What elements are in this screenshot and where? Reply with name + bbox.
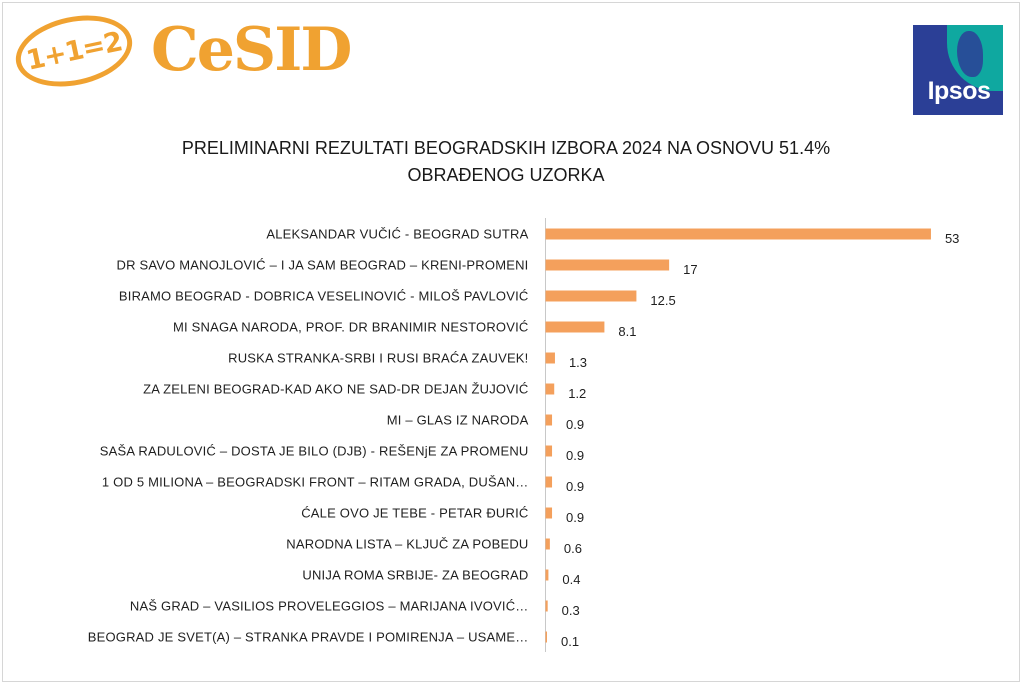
category-label: BIRAMO BEOGRAD - DOBRICA VESELINOVIĆ - M… [119, 289, 529, 304]
bar [545, 352, 555, 364]
data-label: 1.2 [568, 386, 586, 401]
category-label: NAŠ GRAD – VASILIOS PROVELEGGIOS – MARIJ… [130, 599, 529, 614]
chart-title-line-1: PRELIMINARNI REZULTATI BEOGRADSKIH IZBOR… [181, 138, 831, 158]
data-label: 8.1 [618, 324, 636, 339]
bars-group: ALEKSANDAR VUČIĆ - BEOGRAD SUTRA 53 DR SAV… [88, 227, 960, 650]
data-label: 0.9 [566, 417, 584, 432]
data-label: 12.5 [650, 293, 675, 308]
data-label: 0.6 [564, 541, 582, 556]
category-label: DR SAVO MANOJLOVIĆ – I JA SAM BEOGRAD – … [117, 258, 529, 273]
bar [545, 321, 605, 333]
chart-title: PRELIMINARNI REZULTATI BEOGRADSKIH IZBOR… [103, 135, 909, 189]
data-label: 0.9 [566, 448, 584, 463]
bar [545, 445, 553, 457]
bar [545, 290, 637, 302]
data-label: 17 [683, 262, 697, 277]
bar [545, 414, 553, 426]
category-label: ĆALE OVO JE TEBE - PETAR ĐURIĆ [301, 506, 528, 521]
category-label: BEOGRAD JE SVET(A) – STRANKA PRAVDE I PO… [88, 630, 529, 645]
ipsos-logo-text: Ipsos [927, 77, 991, 105]
data-label: 0.1 [561, 634, 579, 649]
chart-title-line-2: OBRAĐENOG UZORKA [407, 165, 605, 185]
bar [545, 538, 550, 550]
ipsos-logo: Ipsos [913, 25, 1003, 115]
data-label: 1.3 [569, 355, 587, 370]
category-label: ZA ZELENI BEOGRAD-KAD AKO NE SAD-DR DEJA… [143, 382, 528, 397]
category-label: RUSKA STRANKA-SRBI I RUSI BRAĆA ZAUVEK! [228, 351, 528, 366]
data-label: 53 [945, 231, 959, 246]
bar [545, 600, 548, 612]
category-label: MI SNAGA NARODA, PROF. DR BRANIMIR NESTO… [173, 320, 528, 335]
category-label: NARODNA LISTA – KLJUČ ZA POBEDU [286, 537, 528, 552]
bar [545, 228, 931, 240]
category-label: SAŠA RADULOVIĆ – DOSTA JE BILO (DJB) - R… [100, 444, 529, 459]
bar [545, 476, 553, 488]
category-label: UNIJA ROMA SRBIJE- ZA BEOGRAD [302, 568, 528, 583]
data-label: 0.9 [566, 479, 584, 494]
bar [545, 507, 553, 519]
cesid-logo: 1+1=2 CeSID [9, 5, 352, 97]
bar [545, 383, 555, 395]
bar [545, 259, 670, 271]
bar [545, 631, 547, 643]
bar [545, 569, 549, 581]
data-label: 0.9 [566, 510, 584, 525]
data-label: 0.4 [562, 572, 580, 587]
category-label: ALEKSANDAR VUČIĆ - BEOGRAD SUTRA [266, 227, 528, 242]
data-label: 0.3 [562, 603, 580, 618]
category-label: MI – GLAS IZ NARODA [387, 413, 529, 428]
ipsos-head-icon [957, 31, 983, 77]
cesid-wordmark: CeSID [151, 15, 352, 85]
category-label: 1 OD 5 MILIONA – BEOGRADSKI FRONT – RITA… [102, 475, 529, 490]
